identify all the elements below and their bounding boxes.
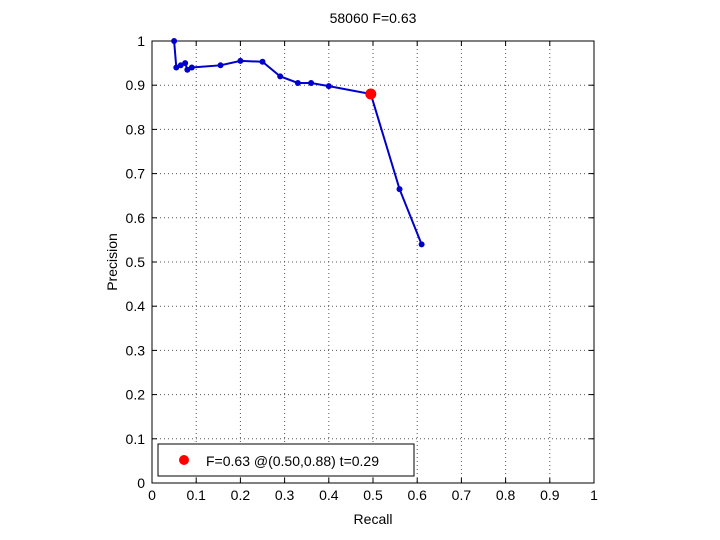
x-tick-label: 0.3 — [275, 487, 295, 503]
y-axis-label: Precision — [104, 233, 120, 291]
data-point — [237, 57, 244, 64]
best-f-point — [365, 88, 377, 100]
y-tick-label: 0.5 — [126, 254, 146, 270]
x-tick-label: 0 — [148, 487, 156, 503]
data-point — [173, 64, 180, 71]
data-point — [188, 64, 195, 71]
x-tick-label: 0.9 — [540, 487, 560, 503]
x-tick-label: 0.5 — [363, 487, 383, 503]
y-tick-label: 0.8 — [126, 121, 146, 137]
data-point — [184, 66, 191, 73]
data-point — [325, 83, 332, 90]
y-tick-label: 0.1 — [126, 431, 146, 447]
y-tick-label: 0 — [137, 475, 145, 491]
data-point — [294, 79, 301, 86]
x-tick-label: 0.6 — [407, 487, 427, 503]
chart-title: 58060 F=0.63 — [330, 10, 417, 26]
data-point — [171, 38, 178, 44]
legend-marker — [179, 455, 189, 465]
data-point — [277, 73, 284, 80]
x-tick-label: 0.2 — [231, 487, 251, 503]
x-tick-label: 0.4 — [319, 487, 339, 503]
legend: F=0.63 @(0.50,0.88) t=0.29 — [157, 443, 415, 477]
data-point — [308, 79, 315, 86]
data-point — [177, 62, 184, 69]
data-point — [182, 60, 189, 67]
y-tick-label: 0.3 — [126, 342, 146, 358]
y-tick-label: 0.6 — [126, 210, 146, 226]
y-tick-label: 1 — [137, 33, 145, 49]
x-tick-label: 0.8 — [496, 487, 516, 503]
data-point — [217, 62, 224, 69]
data-point — [396, 186, 403, 193]
legend-box — [157, 443, 415, 477]
y-tick-label: 0.4 — [126, 298, 146, 314]
y-tick-label: 0.7 — [126, 166, 146, 182]
x-tick-label: 1 — [590, 487, 598, 503]
x-tick-label: 0.1 — [186, 487, 206, 503]
legend-label: F=0.63 @(0.50,0.88) t=0.29 — [206, 453, 379, 469]
y-axis: 0 0.1 0.2 0.3 0.4 0.5 0.6 0.7 0.8 0.9 1 — [126, 33, 594, 491]
y-tick-label: 0.9 — [126, 77, 146, 93]
data-point — [418, 241, 425, 248]
x-axis-label: Recall — [354, 511, 393, 527]
x-axis: 0 0.1 0.2 0.3 0.4 0.5 0.6 0.7 0.8 0.9 1 — [148, 41, 598, 503]
series-line — [173, 40, 423, 245]
grid — [152, 41, 594, 483]
x-tick-label: 0.7 — [452, 487, 472, 503]
y-tick-label: 0.2 — [126, 387, 146, 403]
series-layer — [171, 38, 425, 248]
data-point — [259, 58, 266, 65]
